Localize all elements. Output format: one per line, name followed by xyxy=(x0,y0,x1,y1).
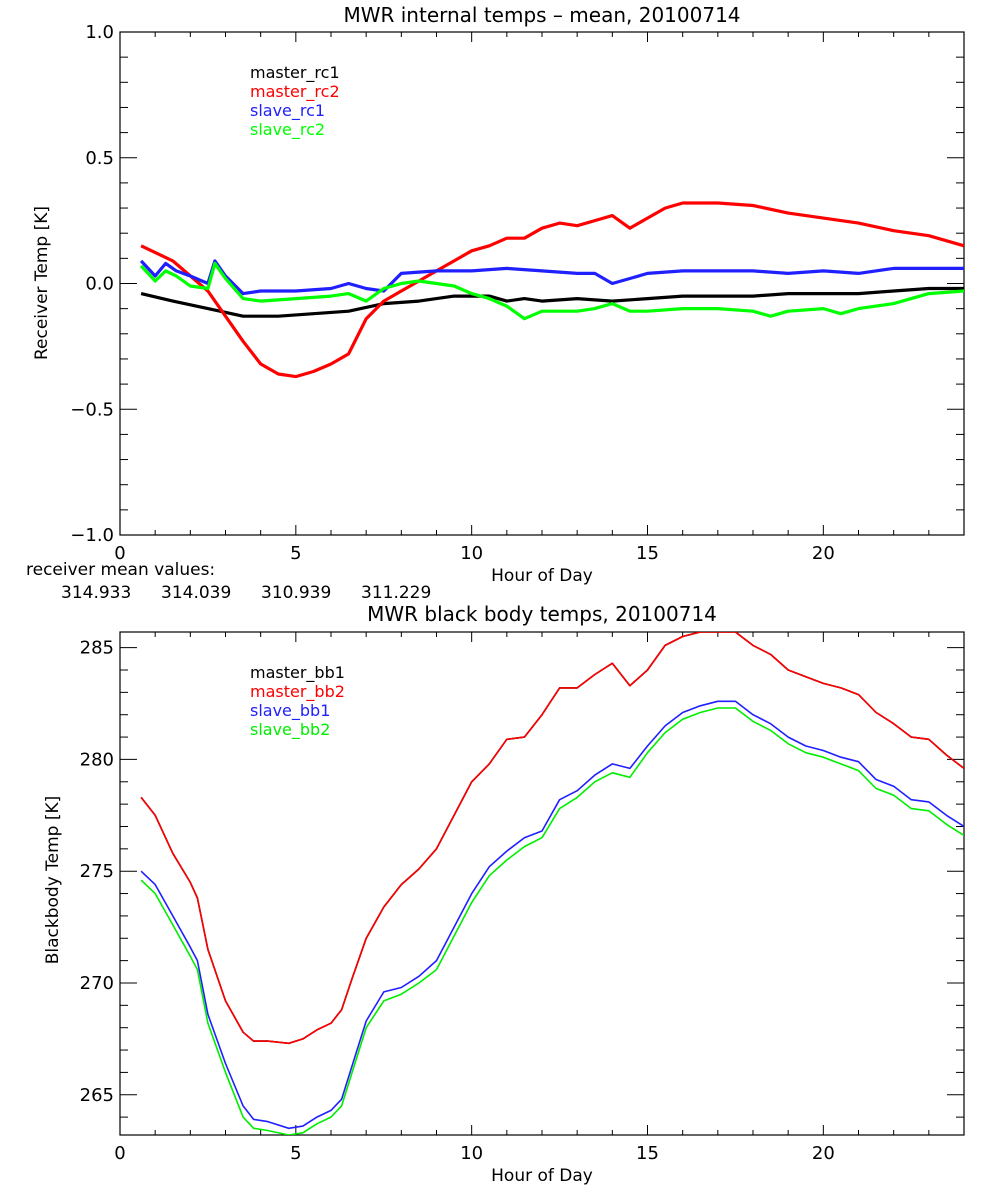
chart-title: MWR internal temps – mean, 20100714 xyxy=(343,3,740,27)
y-axis-label: Receiver Temp [K] xyxy=(32,206,52,360)
legend-entry: master_rc2 xyxy=(250,82,340,102)
receiver-mean-value: 310.939 xyxy=(261,583,331,603)
legend-entry: slave_bb2 xyxy=(250,720,330,740)
receiver-means-annotation: receiver mean values: 314.933 314.039 31… xyxy=(26,560,431,603)
series-line-master-bb2 xyxy=(140,632,964,1045)
plot-frame xyxy=(119,631,965,1136)
y-tick-label: −0.5 xyxy=(70,399,114,420)
y-tick-label: 285 xyxy=(80,638,114,659)
axis-ticks xyxy=(119,31,965,536)
blackbody-temps-panel: MWR black body temps, 20100714 0 5 10 15 20 2… xyxy=(43,602,965,1186)
x-tick-label: 0 xyxy=(114,543,125,564)
series-line-slave-bb1 xyxy=(140,700,964,1130)
series-line-master-rc1 xyxy=(140,286,964,318)
x-tick-label: 5 xyxy=(290,1143,301,1164)
plot-frame xyxy=(119,31,965,536)
receiver-mean-value: 314.933 xyxy=(61,583,131,603)
x-tick-label: 0 xyxy=(114,1143,125,1164)
series-line-slave-rc1 xyxy=(139,259,964,296)
y-tick-label: 1.0 xyxy=(85,22,114,43)
x-axis-label: Hour of Day xyxy=(491,1166,593,1186)
receiver-means-label: receiver mean values: xyxy=(26,560,215,580)
y-tick-label: 0.0 xyxy=(85,274,114,295)
x-tick-label: 5 xyxy=(290,543,301,564)
legend-entry: master_bb1 xyxy=(250,663,345,683)
axis-ticks xyxy=(119,632,965,1135)
x-axis-label: Hour of Day xyxy=(491,566,593,586)
x-tick-label: 20 xyxy=(812,1143,835,1164)
series-group xyxy=(140,632,964,1135)
series-line-master-rc2 xyxy=(140,201,964,379)
receiver-mean-value: 314.039 xyxy=(161,583,231,603)
legend-entry: slave_bb1 xyxy=(250,701,330,721)
legend-entry: master_bb2 xyxy=(250,682,345,702)
receiver-mean-value: 311.229 xyxy=(361,583,431,603)
chart-title: MWR black body temps, 20100714 xyxy=(367,602,717,626)
legend: master_bb1 master_bb2 slave_bb1 slave_bb… xyxy=(250,663,345,740)
x-tick-label: 10 xyxy=(460,543,483,564)
series-line-slave-bb2 xyxy=(140,707,964,1135)
y-tick-label: 265 xyxy=(80,1085,114,1106)
series-group xyxy=(139,201,964,379)
legend: master_rc1 master_rc2 slave_rc1 slave_rc… xyxy=(250,63,340,140)
legend-entry: slave_rc1 xyxy=(250,101,325,121)
y-tick-label: 275 xyxy=(80,861,114,882)
y-tick-label: 270 xyxy=(80,973,114,994)
x-tick-label: 20 xyxy=(812,543,835,564)
series-line-slave-rc2 xyxy=(139,261,964,321)
x-tick-label: 10 xyxy=(460,1143,483,1164)
legend-entry: slave_rc2 xyxy=(250,120,325,140)
axis-tick-labels: 0 5 10 15 20 −1.0 −0.5 0.0 0.5 1.0 xyxy=(70,22,835,564)
legend-entry: master_rc1 xyxy=(250,63,340,83)
x-tick-label: 15 xyxy=(636,543,659,564)
receiver-temps-panel: MWR internal temps – mean, 20100714 0 5 10… xyxy=(32,3,965,586)
y-tick-label: −1.0 xyxy=(70,525,114,546)
x-tick-label: 15 xyxy=(636,1143,659,1164)
y-tick-label: 280 xyxy=(80,749,114,770)
axis-tick-labels: 0 5 10 15 20 265 270 275 280 285 xyxy=(80,638,835,1164)
y-axis-label: Blackbody Temp [K] xyxy=(43,796,63,965)
y-tick-label: 0.5 xyxy=(85,148,114,169)
